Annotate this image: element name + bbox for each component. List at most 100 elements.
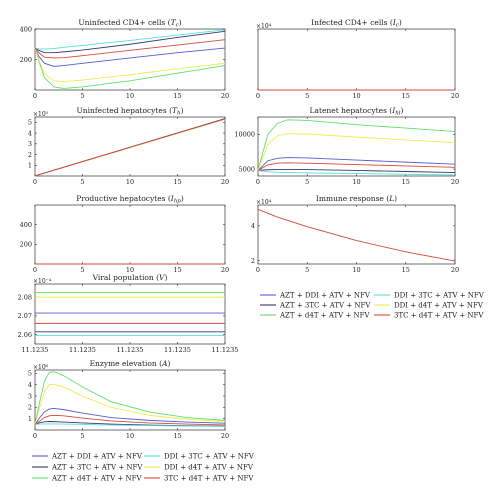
- chart-title-text: Latenet hepatocytes (: [310, 106, 393, 115]
- chart-L: Immune response (L) 0 5 10 15 20 2 4 ×10⁴: [251, 194, 459, 274]
- series-line-DDI_d4T: [257, 133, 456, 171]
- y-tick-label: 2: [251, 257, 255, 265]
- legend-label: 3TC + d4T + ATV + NFV: [394, 312, 484, 320]
- chart-title-var: V: [159, 273, 166, 282]
- x-tick-label: 20: [221, 178, 229, 186]
- chart-title-text: Enzyme elevation (: [90, 359, 163, 368]
- y-tick-label: 5000: [238, 165, 255, 173]
- series-line-AZT_3TC: [257, 168, 456, 173]
- chart-ic: Infected CD4+ cells (Ic) 0 5 10 15 20 ×10⁴: [256, 18, 459, 100]
- x-tick-label: 0: [256, 178, 260, 186]
- x-tick-label: 5: [80, 178, 84, 186]
- y-tick-label: 5: [28, 370, 32, 378]
- series-line-AZT_DDI: [257, 157, 456, 171]
- chart-title-sub: h: [177, 111, 181, 117]
- series-line-AZT_DDI: [34, 408, 226, 425]
- legend-label: DDI + 3TC + ATV + NFV: [164, 453, 255, 461]
- legend-label: AZT + 3TC + ATV + NFV: [279, 302, 371, 310]
- x-tick-label: 10: [126, 178, 134, 186]
- x-tick-label: 20: [221, 92, 229, 100]
- chart-title-sub: c: [176, 23, 179, 29]
- axis-exponent: ×10⁵: [33, 111, 49, 118]
- series-line-3TC_d4T: [34, 118, 226, 177]
- chart-title: Enzyme elevation (A): [90, 359, 171, 368]
- legend-right: AZT + DDI + ATV + NFV AZT + 3TC + ATV + N…: [260, 292, 485, 320]
- legend-label: AZT + DDI + ATV + NFV: [279, 292, 371, 300]
- axis-exponent: ×10⁴: [256, 23, 272, 30]
- chart-th: Uninfected hepatocytes (Th) 0 5 10 15 20 1 2 3 4 5…: [28, 106, 229, 186]
- plot-area: [257, 28, 456, 91]
- x-tick-label: 15: [402, 266, 410, 274]
- chart-title: Latenet hepatocytes (Ihl): [310, 106, 404, 117]
- chart-ihp: Productive hepatocytes (Ihp) 0 5 10 15 20 200 4…: [20, 194, 230, 274]
- x-tick-label: 0: [256, 266, 260, 274]
- y-tick-label: 4: [251, 222, 255, 230]
- x-tick-label: 11.1235: [22, 346, 49, 354]
- x-tick-label: 20: [221, 432, 229, 440]
- chart-title-var: I: [392, 18, 397, 27]
- chart-title-sub: hl: [395, 111, 401, 117]
- chart-title-text: Infected CD4+ cells (: [311, 18, 393, 27]
- chart-title: Uninfected CD4+ cells (Tc): [78, 18, 181, 29]
- x-tick-label: 0: [33, 92, 37, 100]
- chart-title-sub: hp: [174, 199, 182, 205]
- x-tick-label: 20: [451, 178, 459, 186]
- y-tick-label: 4: [28, 381, 32, 389]
- series-line-DDI_d4T: [34, 383, 226, 425]
- x-tick-label: 0: [33, 266, 37, 274]
- series-line-DDI_3TC: [34, 29, 226, 50]
- chart-title-var: T: [171, 18, 177, 27]
- x-tick-label: 15: [402, 178, 410, 186]
- chart-title-var: I: [170, 194, 175, 203]
- chart-title: Infected CD4+ cells (Ic): [311, 18, 402, 29]
- plot-area: [34, 204, 226, 265]
- chart-title-close: ): [394, 194, 397, 203]
- x-tick-label: 20: [221, 266, 229, 274]
- x-tick-label: 0: [33, 432, 37, 440]
- y-tick-label: 10000: [234, 131, 255, 139]
- x-tick-label: 11.1235: [212, 346, 239, 354]
- y-tick-label: 400: [20, 221, 32, 229]
- series-line-3TC_d4T: [257, 208, 456, 262]
- chart-title-close: ): [399, 18, 402, 27]
- y-tick-label: 3: [28, 392, 32, 400]
- chart-title-text: Uninfected hepatocytes (: [76, 106, 172, 115]
- y-tick-label: 2.06: [18, 331, 32, 339]
- series-line-AZT_d4T: [257, 119, 456, 171]
- series-line-3TC_d4T: [257, 162, 456, 171]
- x-tick-label: 11.1235: [164, 346, 191, 354]
- x-tick-label: 20: [451, 266, 459, 274]
- y-tick-label: 3: [28, 140, 32, 148]
- legend-label: AZT + d4T + ATV + NFV: [279, 312, 371, 320]
- chart-title-text: Viral population (: [92, 273, 159, 282]
- chart-V: Viral population (V) 11.1235 11.1235 11.123…: [18, 273, 239, 354]
- x-tick-label: 15: [173, 92, 181, 100]
- x-tick-label: 10: [352, 178, 360, 186]
- y-tick-label: 2: [28, 151, 32, 159]
- series-line-AZT_3TC: [34, 30, 226, 54]
- plot-area: [257, 116, 456, 177]
- series-line-DDI_3TC: [34, 423, 226, 427]
- chart-title-text: Immune response (: [316, 194, 389, 203]
- legend-label: DDI + 3TC + ATV + NFV: [394, 292, 485, 300]
- y-tick-label: 4: [28, 129, 32, 137]
- x-tick-label: 10: [126, 432, 134, 440]
- x-tick-label: 5: [305, 178, 309, 186]
- x-tick-label: 5: [80, 432, 84, 440]
- chart-ih: Latenet hepatocytes (Ihl) 0 5 10 15 20 5000 100…: [234, 106, 459, 186]
- chart-title-var: A: [161, 359, 168, 368]
- x-tick-label: 10: [352, 92, 360, 100]
- x-tick-label: 0: [33, 178, 37, 186]
- x-tick-label: 15: [173, 432, 181, 440]
- axis-exponent: ×10⁶: [33, 364, 49, 371]
- chart-title-close: ): [179, 18, 182, 27]
- x-tick-label: 10: [352, 266, 360, 274]
- series-line-AZT_DDI: [34, 47, 226, 67]
- legend-label: AZT + d4T + ATV + NFV: [51, 475, 143, 483]
- x-tick-label: 0: [256, 92, 260, 100]
- legend-bottom: AZT + DDI + ATV + NFV AZT + 3TC + ATV + N…: [32, 453, 255, 483]
- legend-label: DDI + d4T + ATV + NFV: [394, 302, 484, 310]
- legend-label: DDI + d4T + ATV + NFV: [164, 464, 254, 472]
- x-tick-label: 5: [305, 92, 309, 100]
